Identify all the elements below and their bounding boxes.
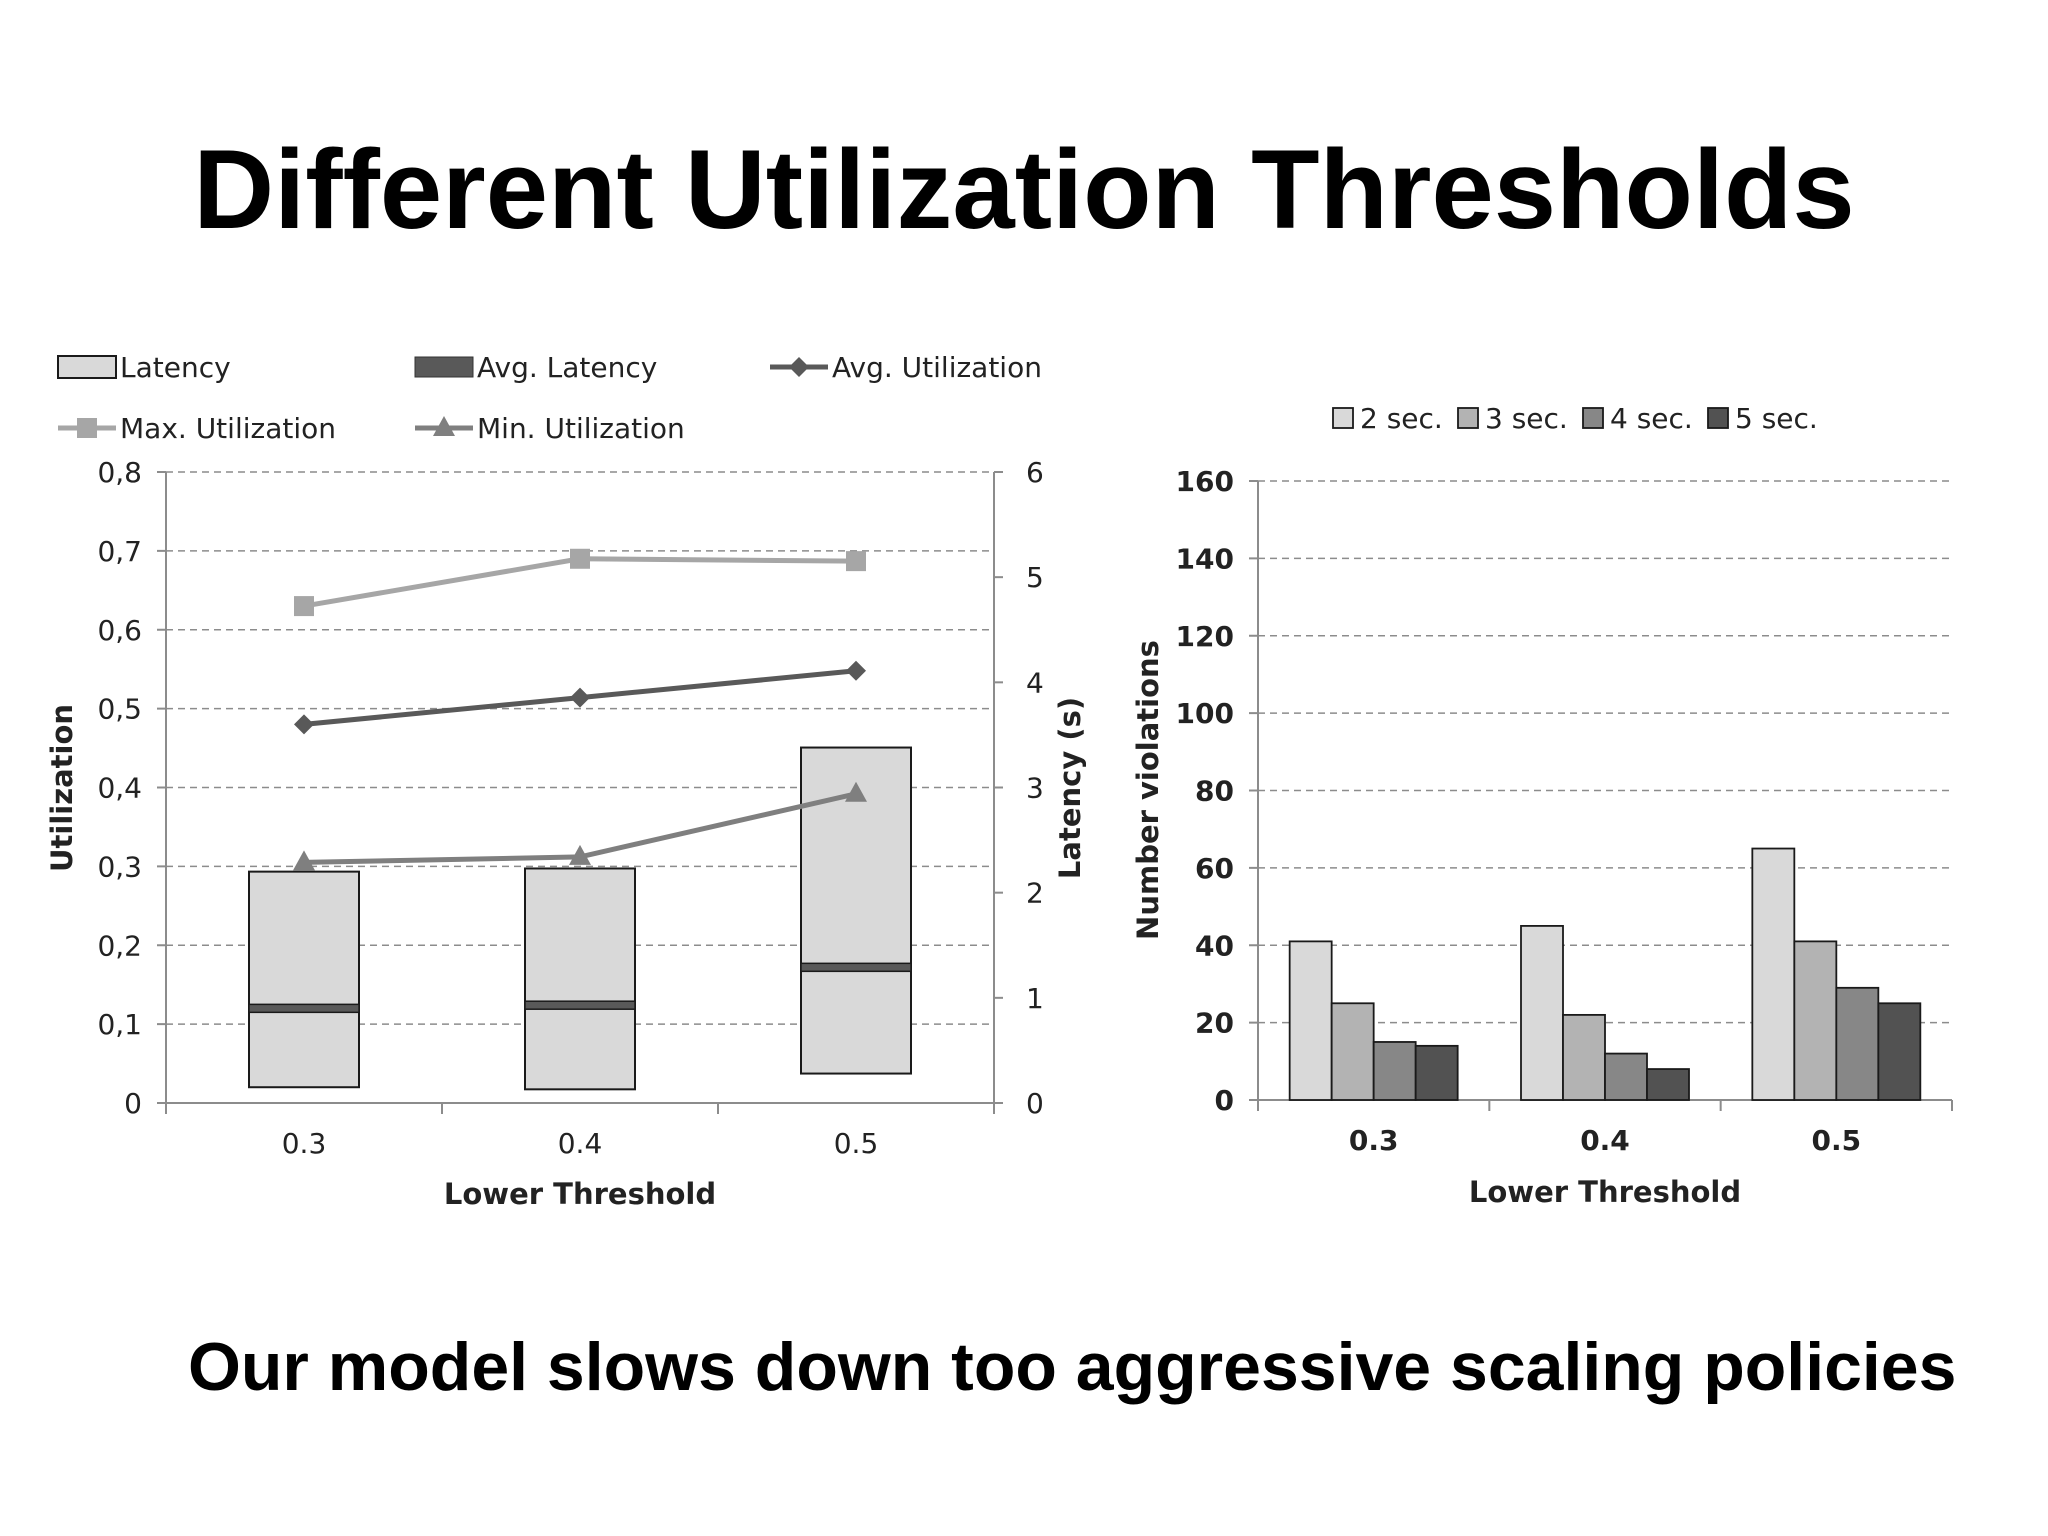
bar-4sec-0.3 <box>1372 1041 1417 1101</box>
bar-5sec-0.4 <box>1646 1068 1690 1101</box>
y2-axis-label: Latency (s) <box>1053 697 1087 879</box>
legend-swatch <box>1332 407 1354 429</box>
x-tick-label: 0.5 <box>834 1127 879 1160</box>
y2-tick-label: 5 <box>1026 561 1044 594</box>
min-utilization-point <box>845 781 867 802</box>
bar-2sec-0.5 <box>1751 847 1796 1101</box>
x-tick-label: 0.3 <box>282 1127 327 1160</box>
legend-avg-latency-swatch <box>414 356 474 378</box>
min-utilization-point <box>293 850 315 871</box>
y-axis-label: Utilization <box>45 704 79 872</box>
y-tick-label: 120 <box>1176 620 1234 653</box>
bar-2sec-0.4 <box>1520 925 1564 1101</box>
legend-latency-label: Latency <box>120 351 231 384</box>
x-axis-label: Lower Threshold <box>444 1177 716 1211</box>
y2-tick-label: 4 <box>1026 666 1044 699</box>
legend-label: 3 sec. <box>1485 402 1568 435</box>
legend-swatch <box>1457 407 1479 429</box>
avg-latency-bar <box>248 1003 360 1014</box>
slide-caption: Our model slows down too aggressive scal… <box>188 1329 1957 1405</box>
y2-tick-label: 1 <box>1026 982 1044 1015</box>
max-utilization-point <box>570 548 590 569</box>
y-tick-label: 0,2 <box>97 929 142 962</box>
avg-utilization-point <box>846 660 866 681</box>
y-tick-label: 0,6 <box>97 614 142 647</box>
bar-3sec-0.5 <box>1793 940 1838 1101</box>
y-tick-label: 20 <box>1195 1007 1234 1040</box>
legend-min-utilization-marker <box>433 416 455 436</box>
y-tick-label: 100 <box>1176 697 1234 730</box>
legend-min-utilization-label: Min. Utilization <box>477 412 685 445</box>
legend-swatch <box>1582 407 1604 429</box>
y-tick-label: 0,4 <box>97 772 142 805</box>
max-utilization-point <box>294 596 314 617</box>
y-tick-label: 80 <box>1195 775 1234 808</box>
y2-tick-label: 0 <box>1026 1087 1044 1120</box>
legend-max-utilization-label: Max. Utilization <box>120 412 336 445</box>
avg-utilization-point <box>570 687 590 708</box>
bar-3sec-0.4 <box>1562 1013 1606 1101</box>
legend-label: 5 sec. <box>1735 402 1818 435</box>
bar-5sec-0.3 <box>1414 1044 1459 1101</box>
bar-5sec-0.5 <box>1877 1002 1922 1101</box>
latency-box <box>524 867 636 1091</box>
y2-tick-label: 3 <box>1026 772 1044 805</box>
avg-latency-bar <box>524 1000 636 1010</box>
y-tick-label: 0,1 <box>97 1008 142 1041</box>
y-tick-label: 0,5 <box>97 693 142 726</box>
legend-max-utilization-marker <box>77 418 97 438</box>
avg-latency-bar <box>800 962 912 973</box>
y-tick-label: 140 <box>1176 542 1234 575</box>
y-tick-label: 160 <box>1176 465 1234 498</box>
x-tick-label: 0.3 <box>1349 1124 1399 1157</box>
legend-avg-latency-label: Avg. Latency <box>477 351 657 384</box>
x-axis-label: Lower Threshold <box>1469 1175 1741 1209</box>
avg-utilization-point <box>294 714 314 735</box>
min-utilization-point <box>569 844 591 865</box>
y2-tick-label: 2 <box>1026 877 1044 910</box>
latency-box <box>248 870 360 1089</box>
bar-4sec-0.5 <box>1835 986 1880 1101</box>
y-tick-label: 0,7 <box>97 535 142 568</box>
y-tick-label: 0,8 <box>97 456 142 489</box>
y2-tick-label: 6 <box>1026 456 1044 489</box>
y-axis-label: Number violations <box>1131 640 1165 940</box>
bar-2sec-0.3 <box>1288 940 1333 1101</box>
y-tick-label: 0 <box>1215 1084 1234 1117</box>
legend-avg-utilization-marker <box>789 357 809 377</box>
x-tick-label: 0.4 <box>558 1127 603 1160</box>
x-tick-label: 0.4 <box>1580 1124 1630 1157</box>
bar-4sec-0.4 <box>1604 1052 1648 1101</box>
slide-title: Different Utilization Thresholds <box>193 127 1855 252</box>
legend-swatch <box>1707 407 1729 429</box>
legend-avg-utilization-label: Avg. Utilization <box>832 351 1042 384</box>
legend-label: 2 sec. <box>1360 402 1443 435</box>
max-utilization-point <box>846 551 866 572</box>
legend-latency-swatch <box>57 355 117 379</box>
y-tick-label: 0,3 <box>97 850 142 883</box>
y-tick-label: 40 <box>1195 929 1234 962</box>
legend-label: 4 sec. <box>1610 402 1693 435</box>
y-tick-label: 0 <box>124 1087 142 1120</box>
bar-3sec-0.3 <box>1330 1002 1375 1101</box>
y-tick-label: 60 <box>1195 852 1234 885</box>
x-tick-label: 0.5 <box>1812 1124 1862 1157</box>
